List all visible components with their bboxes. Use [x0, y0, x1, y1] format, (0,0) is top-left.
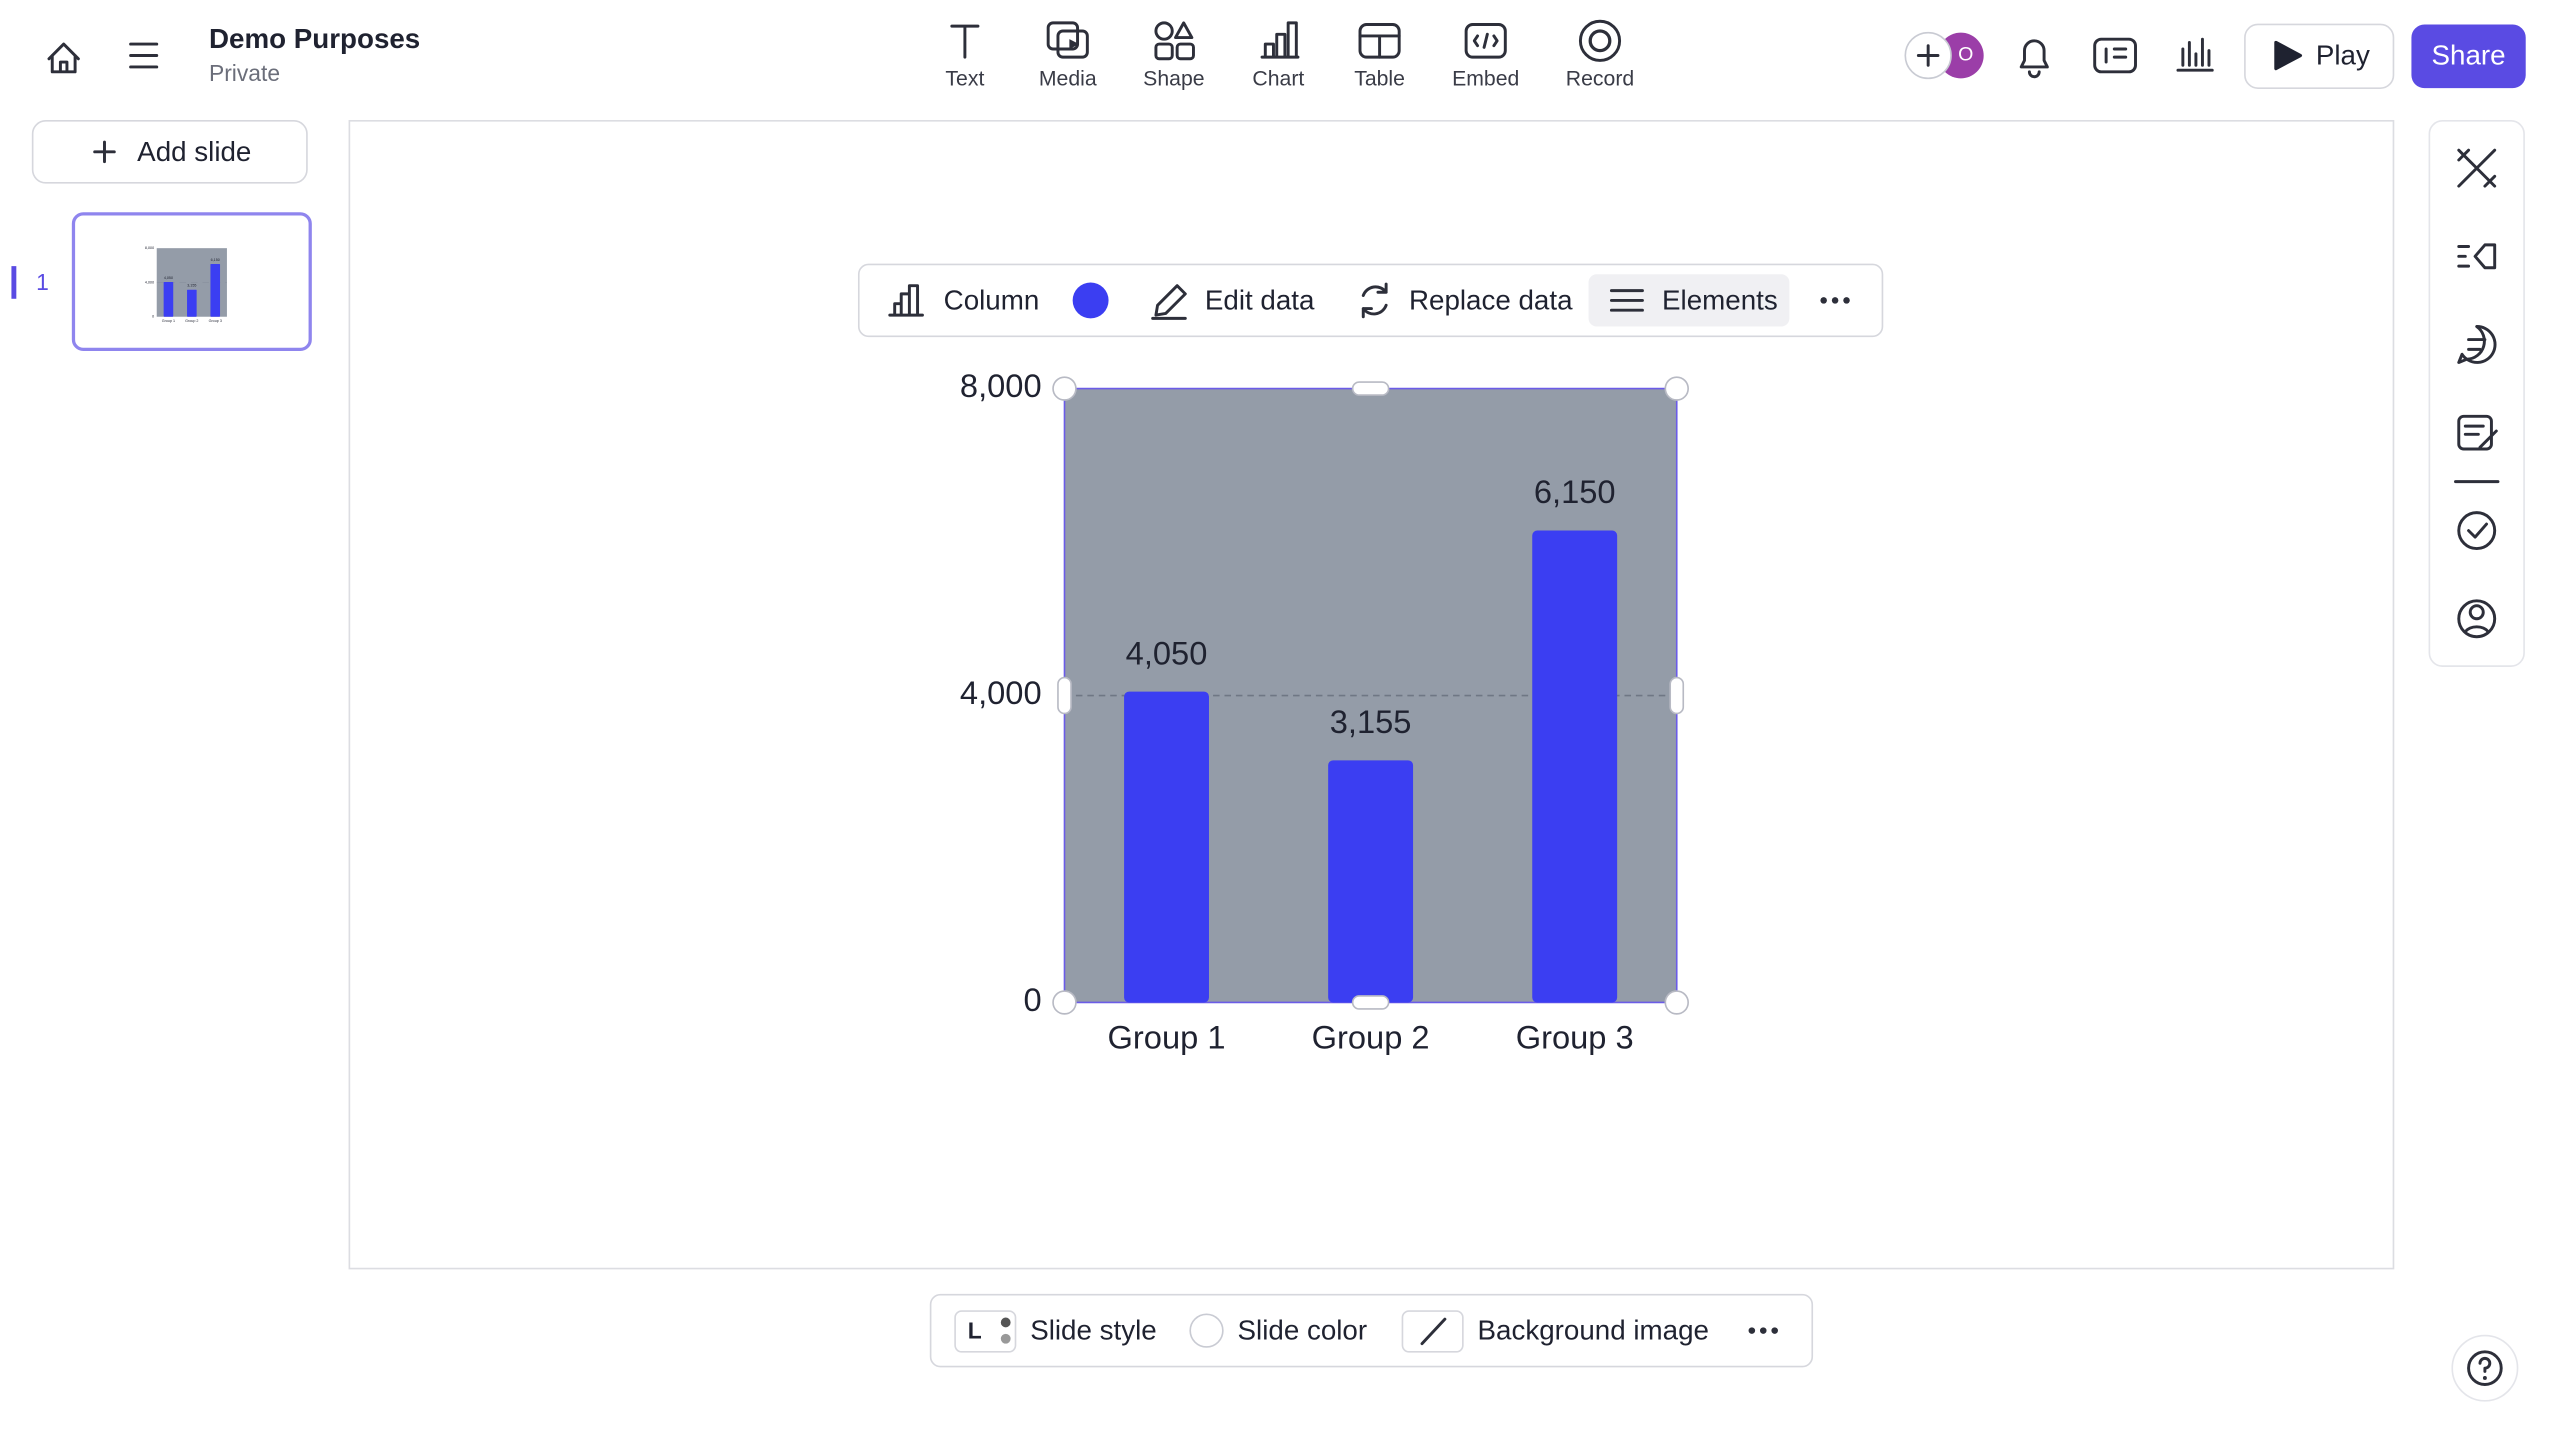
notifications[interactable]: [2019, 39, 2049, 79]
elements[interactable]: Elements: [1662, 284, 1778, 315]
bar: [163, 282, 174, 317]
resize-handle: [1052, 990, 1077, 1015]
x-tick-label: Group 1: [162, 319, 175, 323]
more-button[interactable]: [1820, 297, 1850, 304]
y-tick-label: 0: [152, 315, 154, 319]
share-label: Share: [2432, 39, 2506, 70]
x-tick-label: Group 2: [1312, 1019, 1430, 1056]
doc-privacy: Private: [209, 60, 280, 86]
play-button[interactable]: [2244, 23, 2395, 89]
column-icon: [888, 284, 924, 317]
toolbar-icons: [950, 19, 1622, 62]
elements-icon: [1609, 289, 1644, 312]
value-label: 3,155: [187, 284, 196, 288]
insert-toolbar: Text Media Shape Chart Table Embed Record: [945, 68, 1634, 91]
slide-number: 1: [36, 269, 49, 295]
resize-handle: [1351, 381, 1390, 396]
bottom-bar: [929, 1293, 1814, 1368]
bar: [1124, 691, 1209, 1003]
value-label: 4,050: [1126, 634, 1208, 671]
bar: [1532, 530, 1618, 1003]
svg-text:O: O: [1958, 44, 1973, 66]
style-box[interactable]: [954, 1310, 1017, 1353]
slide-style[interactable]: Slide style: [1030, 1315, 1156, 1346]
collaborators[interactable]: O: [1904, 31, 1984, 80]
results[interactable]: [2176, 37, 2214, 72]
x-tick-label: Group 1: [1108, 1019, 1226, 1056]
background-image[interactable]: Background image: [1478, 1315, 1709, 1346]
bar: [187, 289, 197, 317]
bar: [1328, 760, 1414, 1003]
share-button[interactable]: [2411, 24, 2526, 89]
value-label: 4,050: [164, 276, 173, 280]
y-tick-label: 4,000: [145, 280, 154, 284]
color-swatch[interactable]: [1072, 282, 1109, 319]
resize-handle: [1664, 990, 1689, 1015]
chart: 0 4,000 8,000 4,050 Group 1 3,155 Group 2 6,150…: [960, 367, 1689, 1056]
right-panel: [2428, 120, 2525, 667]
elements-highlight: [1588, 274, 1790, 327]
toolbar-label: Record: [1566, 68, 1634, 91]
play-icon: [2274, 40, 2303, 71]
toolbar-label: Text: [945, 68, 984, 91]
style-letter: L: [968, 1317, 982, 1343]
add-slide-label: Add slide: [137, 136, 251, 167]
resize-handle: [1664, 376, 1689, 401]
toolbar-label: Embed: [1452, 68, 1519, 91]
x-tick-label: Group 3: [209, 319, 222, 323]
bar: [210, 264, 221, 317]
y-tick-label: 4,000: [960, 674, 1042, 711]
resize-handle: [1052, 376, 1077, 401]
resize-handle: [1057, 676, 1072, 715]
y-tick-label: 8,000: [145, 246, 154, 250]
replace-data[interactable]: Replace data: [1409, 284, 1573, 315]
x-tick-label: Group 3: [1516, 1019, 1634, 1056]
home-button[interactable]: [47, 42, 80, 74]
slide-indicator: [11, 266, 17, 299]
add-slide-button[interactable]: [31, 120, 308, 184]
resize-handle: [1669, 676, 1685, 715]
menu-button[interactable]: [129, 42, 159, 69]
value-label: 6,150: [211, 258, 220, 262]
resize-handle: [1351, 995, 1390, 1010]
toolbar-label: Chart: [1252, 68, 1304, 91]
panel-icons[interactable]: [2454, 148, 2500, 639]
add-icon: [93, 140, 116, 164]
toolbar-label: Media: [1039, 68, 1097, 91]
doc-title[interactable]: Demo Purposes: [209, 23, 420, 54]
chart-type[interactable]: Column: [944, 284, 1040, 315]
presenter-notes[interactable]: [2093, 37, 2137, 74]
edit-data[interactable]: Edit data: [1205, 284, 1315, 315]
toolbar-label: Table: [1354, 68, 1405, 91]
y-tick-label: 8,000: [960, 367, 1042, 404]
value-label: 6,150: [1534, 473, 1616, 510]
replace-icon: [1361, 282, 1388, 319]
no-image-icon: [1420, 1317, 1447, 1346]
slide-color[interactable]: Slide color: [1238, 1315, 1368, 1346]
edit-icon: [1151, 284, 1187, 320]
x-tick-label: Group 2: [185, 319, 198, 323]
bottom-more[interactable]: [1748, 1327, 1778, 1334]
color-circle[interactable]: [1189, 1313, 1224, 1348]
toolbar-label: Shape: [1143, 68, 1204, 91]
play-label: Play: [2316, 39, 2370, 70]
thumbnail-chart: 0 4,000 8,000 4,050 Group 1 3,155 Group 2 6,150…: [145, 246, 227, 323]
y-tick-label: 0: [1023, 981, 1041, 1018]
value-label: 3,155: [1330, 703, 1412, 740]
